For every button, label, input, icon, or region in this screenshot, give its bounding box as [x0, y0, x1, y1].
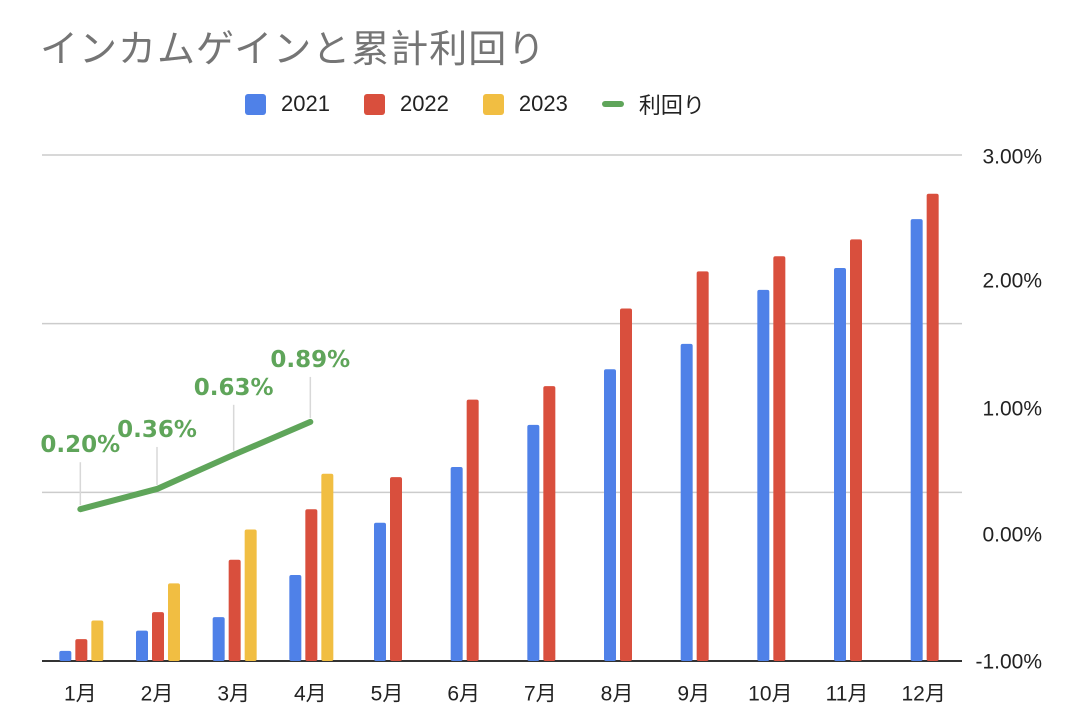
- x-axis-tick: 3月: [217, 683, 250, 706]
- bar-2022: [926, 193, 939, 661]
- data-label-yield: 0.63%: [194, 375, 274, 401]
- bar-2022: [75, 639, 88, 661]
- legend-swatch-2023: [482, 93, 504, 115]
- bar-2021: [374, 522, 386, 661]
- x-axis-tick: 9月: [677, 683, 710, 706]
- x-axis-tick: 1月: [64, 683, 97, 706]
- legend-swatch-2021: [245, 93, 266, 115]
- bar-2022: [620, 308, 632, 661]
- bar-2022: [696, 271, 709, 661]
- bar-2022: [850, 239, 862, 662]
- bar-2022: [228, 559, 241, 661]
- legend-line-yield: [601, 101, 624, 107]
- legend-item-2021[interactable]: 2021: [245, 91, 330, 117]
- legend-label-2021: 2021: [281, 91, 330, 116]
- x-axis-tick: 11月: [826, 683, 869, 706]
- legend-swatch-2022: [363, 93, 385, 115]
- bar-2022: [543, 386, 556, 661]
- bar-2021: [212, 617, 225, 661]
- x-axis-tick: 5月: [371, 683, 404, 706]
- bar-2021: [757, 289, 770, 661]
- x-axis-tick: 6月: [447, 683, 480, 706]
- right-axis-tick: 0.00%: [982, 524, 1042, 547]
- bar-2021: [680, 343, 693, 661]
- right-axis-tick: 2.00%: [982, 270, 1042, 293]
- bar-2022: [152, 612, 164, 661]
- legend-label-2023: 2023: [518, 91, 568, 116]
- bar-2022: [773, 256, 786, 661]
- chart-title: インカムゲインと累計利回り: [40, 27, 547, 71]
- x-axis-tick: 4月: [294, 683, 327, 706]
- right-axis-tick: 1.00%: [982, 398, 1042, 421]
- bar-2022: [305, 509, 318, 661]
- bar-2023: [91, 620, 104, 661]
- bar-2023: [321, 473, 334, 661]
- bar-2022: [390, 477, 402, 661]
- right-axis-tick: 3.00%: [982, 146, 1042, 169]
- x-axis-tick: 2月: [141, 683, 174, 706]
- bar-2021: [59, 650, 72, 661]
- legend-item-2023[interactable]: 2023: [482, 91, 568, 117]
- data-label-yield: 0.20%: [40, 432, 120, 458]
- right-axis-tick: -1.00%: [975, 651, 1042, 674]
- bar-2022: [466, 399, 479, 661]
- line-yield: [77, 418, 314, 513]
- legend-item-2022[interactable]: 2022: [363, 91, 449, 117]
- data-label-yield: 0.36%: [117, 417, 197, 443]
- bar-2021: [910, 219, 923, 662]
- legend-item-yield[interactable]: 利回り: [601, 88, 705, 120]
- x-axis-tick: 8月: [601, 683, 634, 706]
- bar-2021: [136, 630, 148, 661]
- bar-2023: [168, 583, 180, 661]
- x-axis-tick: 7月: [524, 683, 557, 706]
- legend: 2021 2022 2023 利回り: [245, 88, 739, 120]
- bar-2021: [834, 268, 846, 661]
- data-label-yield: 0.89%: [270, 347, 350, 373]
- bar-2023: [244, 529, 257, 661]
- bar-2021: [604, 369, 616, 661]
- legend-label-2022: 2022: [399, 91, 449, 116]
- bar-2021: [527, 424, 540, 661]
- x-axis-tick: 10月: [748, 683, 792, 706]
- bar-2021: [450, 467, 463, 661]
- legend-label-yield: 利回り: [638, 93, 705, 118]
- bar-2021: [289, 574, 302, 661]
- x-axis-tick: 12月: [901, 683, 945, 706]
